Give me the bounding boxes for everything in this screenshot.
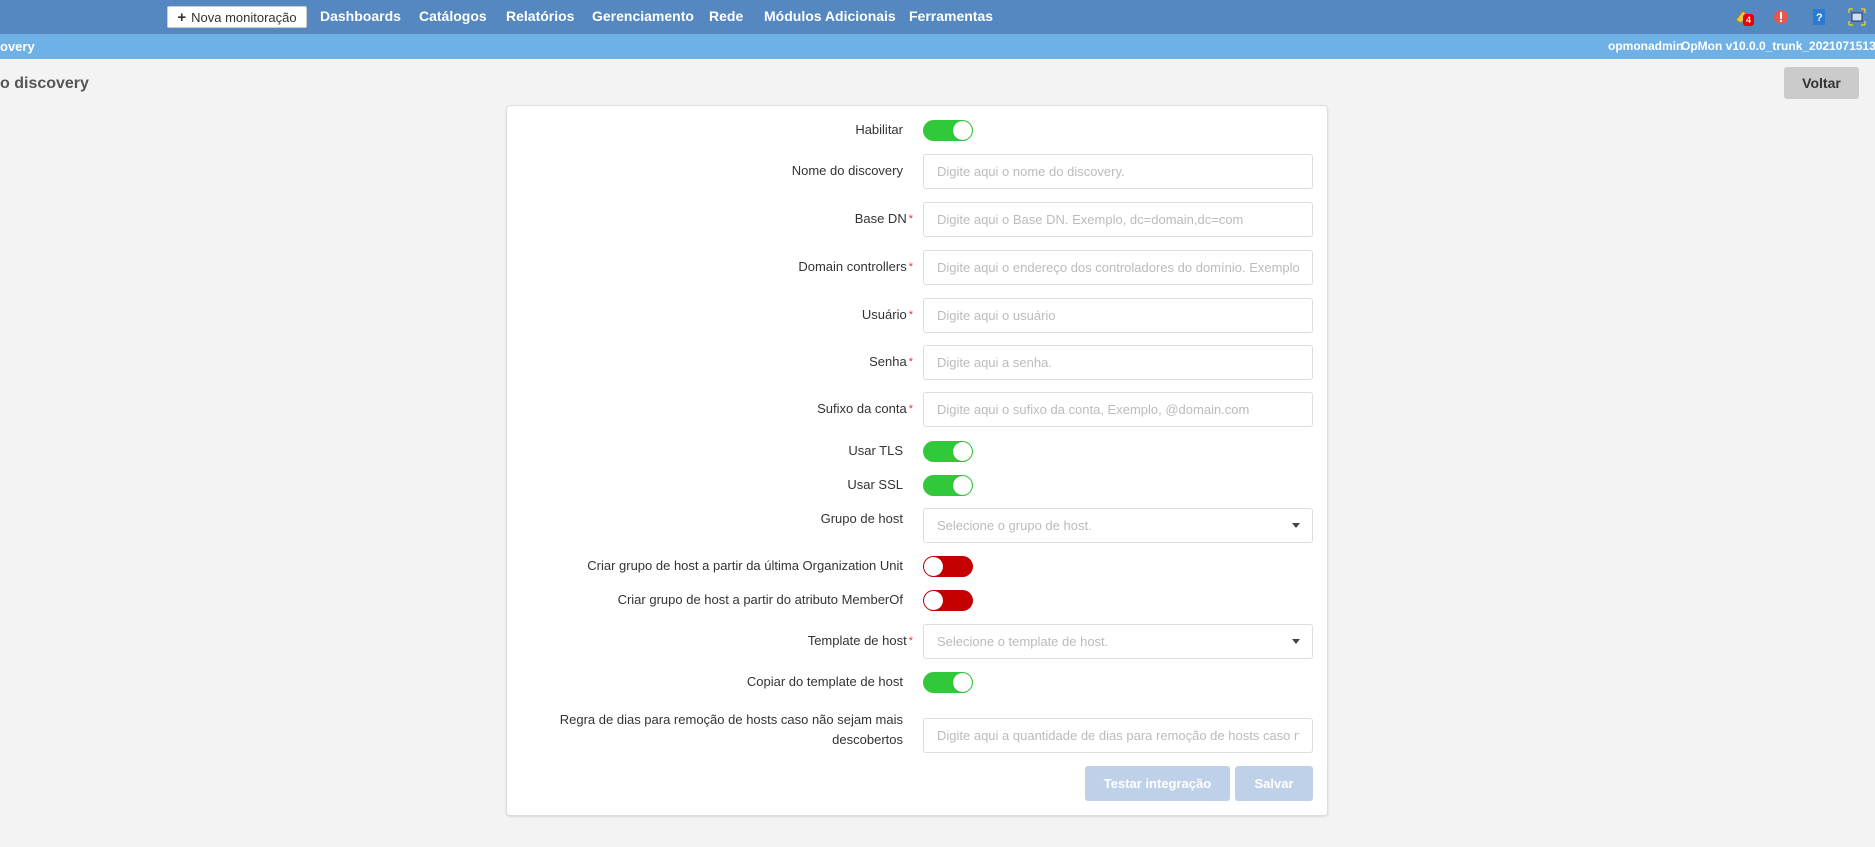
- regra-label: Regra de dias para remoção de hosts caso…: [559, 712, 903, 747]
- criar-ou-label: Criar grupo de host a partir da última O…: [587, 558, 903, 573]
- ssl-label: Usar SSL: [847, 477, 903, 492]
- base-dn-input[interactable]: [923, 202, 1313, 237]
- nav-modulos-adicionais[interactable]: Módulos Adicionais: [764, 8, 896, 24]
- habilitar-toggle[interactable]: [923, 120, 973, 141]
- nav-rede[interactable]: Rede: [709, 8, 744, 24]
- plus-icon: +: [177, 8, 187, 26]
- habilitar-label: Habilitar: [855, 122, 903, 137]
- template-select[interactable]: Selecione o template de host.: [923, 624, 1313, 659]
- ssl-toggle[interactable]: [923, 475, 973, 496]
- nav-ferramentas[interactable]: Ferramentas: [909, 8, 994, 24]
- discovery-form: Habilitar Nome do discovery Base DN* Dom…: [506, 105, 1328, 816]
- save-button[interactable]: Salvar: [1235, 766, 1313, 801]
- copiar-toggle[interactable]: [923, 672, 973, 693]
- domain-controllers-input[interactable]: [923, 250, 1313, 285]
- criar-memberof-toggle[interactable]: [923, 590, 973, 611]
- tls-toggle[interactable]: [923, 441, 973, 462]
- breadcrumb: overy: [0, 39, 35, 54]
- svg-text:?: ?: [1816, 12, 1823, 24]
- test-integration-button[interactable]: Testar integração: [1085, 766, 1230, 801]
- username[interactable]: opmonadmin: [1608, 39, 1684, 53]
- alert-icon[interactable]: [1772, 8, 1790, 26]
- bell-icon[interactable]: 4: [1734, 8, 1755, 26]
- criar-memberof-label: Criar grupo de host a partir do atributo…: [617, 592, 903, 607]
- caret-down-icon: [1292, 523, 1300, 528]
- base-dn-label: Base DN *: [854, 211, 913, 226]
- notification-badge: 4: [1743, 14, 1755, 26]
- tls-label: Usar TLS: [848, 443, 903, 458]
- nav-relatorios[interactable]: Relatórios: [506, 8, 575, 24]
- regra-input[interactable]: [923, 718, 1313, 753]
- fullscreen-icon[interactable]: [1848, 8, 1866, 26]
- sufixo-label: Sufixo da conta *: [817, 401, 913, 416]
- back-button[interactable]: Voltar: [1784, 67, 1859, 99]
- criar-ou-toggle[interactable]: [923, 556, 973, 577]
- senha-input[interactable]: [923, 345, 1313, 380]
- new-monitoring-button[interactable]: + Nova monitoração: [167, 6, 307, 28]
- domain-controllers-label: Domain controllers *: [798, 259, 913, 274]
- help-icon[interactable]: ?: [1810, 8, 1828, 26]
- usuario-label: Usuário *: [861, 307, 913, 322]
- grupo-select[interactable]: Selecione o grupo de host.: [923, 508, 1313, 543]
- new-monitoring-label: Nova monitoração: [191, 9, 297, 25]
- nav-catalogos[interactable]: Catálogos: [419, 8, 487, 24]
- usuario-input[interactable]: [923, 298, 1313, 333]
- page-title: o discovery: [0, 75, 89, 92]
- copiar-label: Copiar do template de host: [746, 674, 903, 689]
- top-navbar: + Nova monitoração Dashboards Catálogos R…: [0, 0, 1875, 34]
- template-label: Template de host *: [807, 633, 913, 648]
- version-label: OpMon v10.0.0_trunk_202107151307: [1681, 39, 1875, 53]
- sufixo-input[interactable]: [923, 392, 1313, 427]
- nav-dashboards[interactable]: Dashboards: [320, 8, 401, 24]
- caret-down-icon: [1292, 639, 1300, 644]
- sub-header: overy opmonadmin OpMon v10.0.0_trunk_202…: [0, 34, 1875, 59]
- nav-gerenciamento[interactable]: Gerenciamento: [592, 8, 694, 24]
- nome-input[interactable]: [923, 154, 1313, 189]
- grupo-label: Grupo de host: [820, 511, 903, 526]
- nome-label: Nome do discovery: [791, 163, 903, 178]
- senha-label: Senha *: [869, 354, 913, 369]
